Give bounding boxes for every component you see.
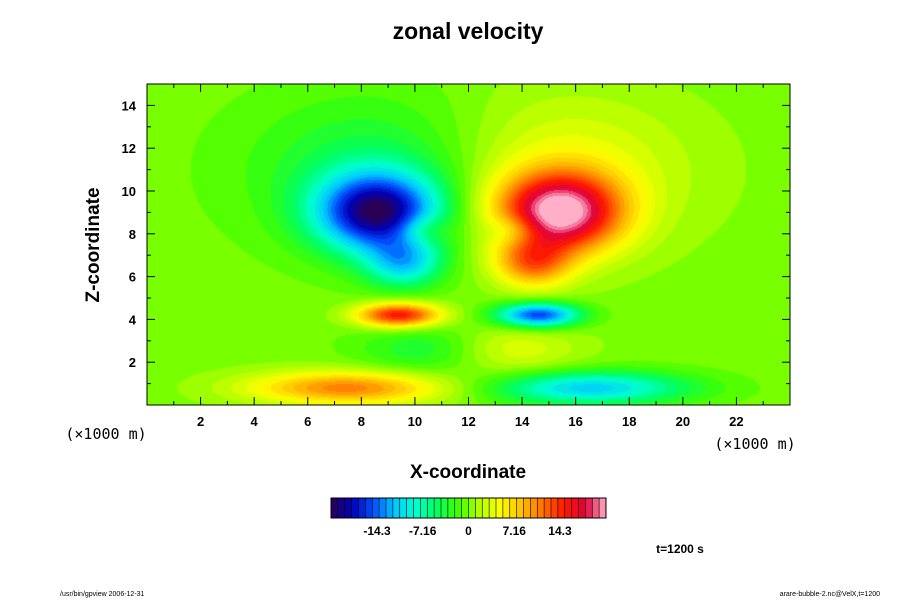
colorbar-segment xyxy=(537,498,545,518)
y-tick-label: 14 xyxy=(122,98,137,113)
colorbar-tick-label: -7.16 xyxy=(409,524,437,538)
colorbar-segment xyxy=(564,498,573,518)
colorbar-segment xyxy=(427,498,435,518)
colorbar-segment xyxy=(399,498,408,518)
colorbar-segment xyxy=(585,498,593,518)
colorbar-segment xyxy=(337,498,346,518)
colorbar-segment xyxy=(454,498,463,518)
colorbar-segment xyxy=(502,498,511,518)
colorbar-segment xyxy=(461,498,469,518)
x-tick-label: 16 xyxy=(568,414,582,429)
colorbar-segment xyxy=(571,498,579,518)
x-tick-label: 10 xyxy=(408,414,422,429)
x-tick-label: 22 xyxy=(729,414,743,429)
x-tick-label: 18 xyxy=(622,414,636,429)
colorbar-segment xyxy=(413,498,421,518)
x-tick-label: 2 xyxy=(197,414,204,429)
y-axis-title: Z-coordinate xyxy=(83,187,104,302)
colorbar-segment xyxy=(447,498,456,518)
colorbar-tick-label: 0 xyxy=(465,524,472,538)
colorbar-segment xyxy=(592,498,600,518)
y-tick-label: 8 xyxy=(129,227,136,242)
colorbar-segment xyxy=(344,498,353,518)
colorbar-segment xyxy=(544,498,552,518)
colorbar-tick-label: 14.3 xyxy=(548,524,572,538)
colorbar-segment xyxy=(482,498,490,518)
y-tick-label: 4 xyxy=(129,312,137,327)
colorbar-segment xyxy=(578,498,586,518)
colorbar-labels: -14.3 -7.16 0 7.16 14.3 xyxy=(363,524,572,538)
colorbar-segment xyxy=(468,498,476,518)
colorbar-segment xyxy=(379,498,387,518)
colorbar-segment xyxy=(406,498,414,518)
colorbar-segment xyxy=(475,498,483,518)
x-tick-label: 14 xyxy=(515,414,530,429)
x-tick-label: 20 xyxy=(676,414,690,429)
colorbar-tick-label: -14.3 xyxy=(363,524,391,538)
colorbar-segment xyxy=(599,498,607,518)
y-unit-label: (×1000 m) xyxy=(65,425,146,443)
footer-right: arare-bubble-2.nc@VelX,t=1200 xyxy=(780,591,880,598)
colorbar-segment xyxy=(530,498,538,518)
colorbar-segment xyxy=(523,498,531,518)
colorbar-segment xyxy=(372,498,380,518)
time-label: t=1200 s xyxy=(656,542,704,556)
footer-left: /usr/bin/gpview 2006-12-31 xyxy=(60,591,145,598)
y-axis: 2 4 6 8 10 12 14 xyxy=(122,98,790,385)
x-tick-label: 6 xyxy=(304,414,311,429)
colorbar xyxy=(330,497,607,519)
y-tick-label: 2 xyxy=(129,355,136,370)
y-tick-label: 10 xyxy=(122,184,136,199)
colorbar-segment xyxy=(489,498,497,518)
colorbar-segment xyxy=(516,498,524,518)
colorbar-segment xyxy=(557,498,566,518)
x-tick-label: 12 xyxy=(461,414,475,429)
colorbar-segment xyxy=(496,498,504,518)
colorbar-segment xyxy=(434,498,442,518)
colorbar-segment xyxy=(331,498,339,518)
x-tick-label: 4 xyxy=(251,414,259,429)
x-tick-label: 8 xyxy=(358,414,365,429)
colorbar-segment xyxy=(509,498,518,518)
heatmap-field xyxy=(147,84,790,405)
colorbar-segment xyxy=(441,498,449,518)
x-axis-title: X-coordinate xyxy=(410,462,526,483)
colorbar-segment xyxy=(551,498,559,518)
colorbar-tick-label: 7.16 xyxy=(503,524,527,538)
chart-title: zonal velocity xyxy=(393,18,544,44)
colorbar-segment xyxy=(358,498,366,518)
y-tick-label: 6 xyxy=(129,270,136,285)
x-axis: 2 4 6 8 10 12 14 16 18 20 22 xyxy=(173,84,764,429)
colorbar-segment xyxy=(420,498,428,518)
x-unit-label: (×1000 m) xyxy=(714,435,795,453)
colorbar-segment xyxy=(351,498,359,518)
colorbar-segment xyxy=(365,498,373,518)
colorbar-segment xyxy=(386,498,394,518)
colorbar-frame xyxy=(330,497,607,519)
y-tick-label: 12 xyxy=(122,141,136,156)
colorbar-segment xyxy=(392,498,401,518)
